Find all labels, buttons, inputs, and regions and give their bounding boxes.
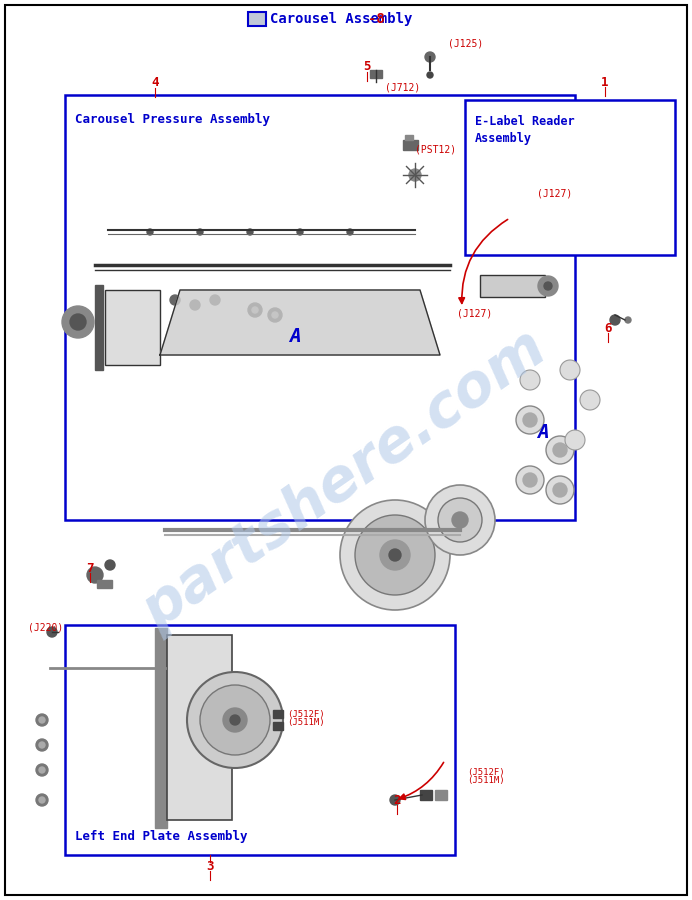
Circle shape xyxy=(425,485,495,555)
Bar xyxy=(480,275,545,297)
Circle shape xyxy=(230,715,240,725)
Text: (J125): (J125) xyxy=(448,39,483,49)
Text: Carousel Pressure Assembly: Carousel Pressure Assembly xyxy=(75,113,270,126)
Text: (J512F): (J512F) xyxy=(287,709,325,718)
Circle shape xyxy=(39,742,45,748)
Circle shape xyxy=(39,797,45,803)
Bar xyxy=(370,70,382,78)
Circle shape xyxy=(210,295,220,305)
Circle shape xyxy=(247,229,253,235)
Circle shape xyxy=(523,473,537,487)
Circle shape xyxy=(452,512,468,528)
Circle shape xyxy=(610,315,620,325)
Text: (J127): (J127) xyxy=(457,308,492,318)
Circle shape xyxy=(380,540,410,570)
Circle shape xyxy=(427,72,433,78)
Text: A: A xyxy=(289,328,301,346)
Circle shape xyxy=(87,567,103,583)
Bar xyxy=(405,135,413,140)
Circle shape xyxy=(47,627,57,637)
Circle shape xyxy=(39,767,45,773)
Circle shape xyxy=(580,390,600,410)
Circle shape xyxy=(409,169,421,181)
Text: (J512F): (J512F) xyxy=(467,768,504,777)
Text: (J127): (J127) xyxy=(537,188,572,198)
Circle shape xyxy=(355,515,435,595)
Circle shape xyxy=(297,229,303,235)
Text: 5: 5 xyxy=(363,60,371,74)
Bar xyxy=(65,95,575,520)
Circle shape xyxy=(560,360,580,380)
Circle shape xyxy=(105,560,115,570)
Circle shape xyxy=(252,307,258,313)
Text: Carousel Assembly: Carousel Assembly xyxy=(270,12,412,26)
Circle shape xyxy=(223,708,247,732)
Text: 6: 6 xyxy=(604,321,612,335)
Circle shape xyxy=(340,500,450,610)
Text: (J220): (J220) xyxy=(28,623,63,633)
Circle shape xyxy=(523,413,537,427)
Text: (PST12): (PST12) xyxy=(415,145,456,155)
Circle shape xyxy=(268,308,282,322)
Circle shape xyxy=(538,276,558,296)
Circle shape xyxy=(36,739,48,751)
Circle shape xyxy=(544,282,552,290)
Bar xyxy=(167,635,232,820)
Circle shape xyxy=(39,717,45,723)
Text: 3: 3 xyxy=(206,860,214,872)
Circle shape xyxy=(62,306,94,338)
Circle shape xyxy=(272,312,278,318)
Text: 7: 7 xyxy=(86,562,93,574)
Circle shape xyxy=(625,317,631,323)
Circle shape xyxy=(389,549,401,561)
Circle shape xyxy=(425,52,435,62)
Circle shape xyxy=(248,303,262,317)
Bar xyxy=(435,790,447,800)
Bar xyxy=(420,790,432,800)
Bar xyxy=(248,12,266,26)
Text: 2: 2 xyxy=(393,794,401,806)
Circle shape xyxy=(170,295,180,305)
Bar xyxy=(465,100,675,255)
Bar xyxy=(95,285,103,370)
Circle shape xyxy=(187,672,283,768)
Text: 1: 1 xyxy=(601,76,609,88)
Circle shape xyxy=(516,466,544,494)
Text: partshere.com: partshere.com xyxy=(132,320,558,641)
Circle shape xyxy=(520,370,540,390)
Circle shape xyxy=(70,314,86,330)
Bar xyxy=(105,290,160,365)
Circle shape xyxy=(565,430,585,450)
Text: (J712): (J712) xyxy=(385,82,420,92)
Text: Left End Plate Assembly: Left End Plate Assembly xyxy=(75,830,248,843)
Bar xyxy=(273,710,283,718)
Polygon shape xyxy=(160,290,440,355)
Bar xyxy=(65,625,455,855)
Circle shape xyxy=(516,406,544,434)
Circle shape xyxy=(553,443,567,457)
Circle shape xyxy=(190,300,200,310)
Text: 4: 4 xyxy=(152,76,158,89)
Circle shape xyxy=(147,229,153,235)
Circle shape xyxy=(546,476,574,504)
Text: A: A xyxy=(537,422,549,442)
Circle shape xyxy=(553,483,567,497)
Bar xyxy=(97,580,112,588)
Text: (J511M): (J511M) xyxy=(287,718,325,727)
Circle shape xyxy=(546,436,574,464)
Bar xyxy=(155,628,167,828)
Circle shape xyxy=(347,229,353,235)
Text: E-Label Reader
Assembly: E-Label Reader Assembly xyxy=(475,115,575,145)
Circle shape xyxy=(36,764,48,776)
Circle shape xyxy=(438,498,482,542)
Bar xyxy=(273,722,283,730)
Text: (J511M): (J511M) xyxy=(467,777,504,786)
Circle shape xyxy=(390,795,400,805)
Circle shape xyxy=(36,714,48,726)
Circle shape xyxy=(197,229,203,235)
Text: -8: -8 xyxy=(368,12,385,26)
Bar xyxy=(403,140,418,150)
Circle shape xyxy=(200,685,270,755)
Circle shape xyxy=(36,794,48,806)
